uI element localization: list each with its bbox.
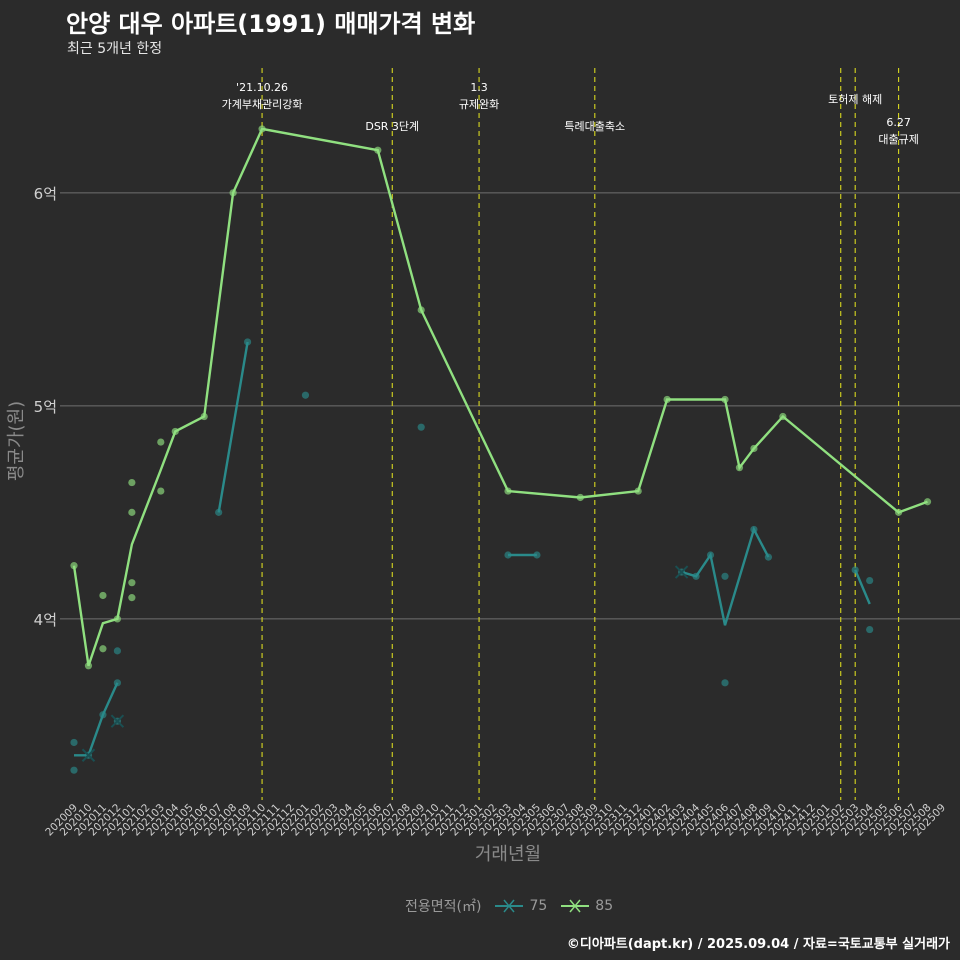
policy-label: DSR 3단계 [365, 120, 419, 133]
series-85-point [157, 438, 165, 446]
series-75-line [217, 341, 249, 513]
series-85-point [779, 412, 787, 421]
series-85-point [576, 493, 584, 502]
series-85-point [721, 395, 729, 404]
series-75-point [215, 508, 223, 516]
x-axis-label: 거래년월 [475, 844, 541, 865]
series-85-point [735, 464, 744, 472]
axis-layer: 4억5억6억2020092020102020112020122021012021… [34, 185, 948, 839]
series-85-point [99, 645, 107, 653]
series-85-point [895, 508, 903, 516]
series-75-point [721, 679, 729, 687]
series-75-cross-marker [81, 748, 96, 762]
series-85-point [99, 591, 107, 600]
source-caption: ©디아파트(dapt.kr) / 2025.09.04 / 자료=국토교통부 실… [566, 937, 950, 952]
grid-layer [60, 192, 960, 620]
series-75-point [866, 625, 874, 634]
y-tick-label: 6억 [34, 185, 57, 203]
series-75-point [533, 551, 541, 559]
policy-label: 가계부채관리강화 [222, 98, 303, 111]
policy-label: 1.3 [470, 81, 488, 94]
series-85-point [70, 562, 78, 570]
series-75-point [706, 551, 715, 559]
series-75-point [692, 572, 700, 580]
series-75-point [750, 525, 758, 534]
legend-label-75: 75 [529, 898, 548, 914]
series-85-point [229, 189, 237, 197]
series-85-point [663, 395, 671, 404]
series-75-point [70, 766, 78, 774]
policy-label: 토허제 해제 [828, 92, 882, 106]
series-75-point [70, 738, 78, 747]
series-75-point [764, 553, 773, 561]
series-85-point [634, 487, 642, 495]
series-85-point [128, 579, 136, 587]
series-85-point [504, 487, 512, 495]
page-title: 안양 대우 아파트(1991) 매매가격 변화 [66, 10, 476, 38]
series-85-point [171, 427, 179, 436]
series-75-point [113, 679, 121, 687]
policy-label: 규제완화 [459, 98, 499, 111]
policy-label: 6.27 [886, 116, 911, 129]
series-75-point [113, 647, 121, 655]
series-85-point [128, 508, 136, 516]
legend: 전용면적(㎡) 75 85 [405, 896, 621, 916]
y-tick-label: 4억 [34, 611, 57, 629]
series-75-point [851, 566, 859, 574]
series-75-point [866, 576, 874, 585]
series-75-point [244, 338, 252, 346]
legend-key-85-icon [561, 899, 590, 913]
policy-label: 특례대출축소 [564, 120, 625, 133]
series-75-cross-marker [110, 714, 125, 728]
series-85-point [374, 146, 382, 154]
series-75-point [99, 711, 107, 719]
series-85-point [84, 662, 93, 670]
series-85-point [200, 412, 208, 421]
policy-label: 대출규제 [878, 133, 918, 146]
series-85-point [258, 125, 266, 133]
series-85-point [128, 478, 136, 487]
series-75-point [301, 391, 310, 399]
legend-key-75-icon [495, 899, 524, 913]
series-85-point [128, 594, 136, 602]
series-75-cross-marker [674, 565, 689, 579]
series-85-point [750, 444, 758, 453]
legend-title: 전용면적(㎡) [405, 899, 482, 915]
series-85-point [417, 306, 425, 314]
y-tick-label: 5억 [34, 398, 57, 416]
policy-label: '21.10.26 [236, 81, 288, 94]
y-axis-label: 평균가(원) [6, 401, 27, 481]
series-layer [70, 125, 932, 774]
series-75-point [721, 572, 729, 580]
series-85-point [113, 615, 121, 623]
series-75-point [504, 551, 512, 559]
series-75-line [74, 682, 119, 757]
series-75-line [854, 569, 871, 605]
series-85-point [157, 487, 165, 495]
series-75-point [417, 423, 425, 431]
legend-label-85: 85 [595, 898, 614, 914]
page-subtitle: 최근 5개년 한정 [67, 41, 163, 57]
series-85-point [923, 498, 932, 506]
series-85-line [72, 127, 928, 667]
